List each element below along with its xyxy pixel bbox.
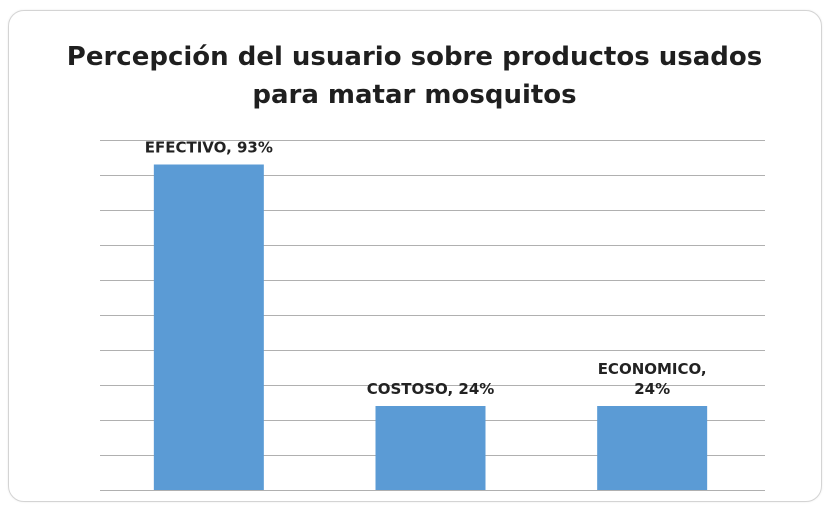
bar-efectivo bbox=[153, 164, 264, 490]
chart-title-line-2: para matar mosquitos bbox=[252, 80, 577, 110]
chart-title: Percepción del usuario sobre productos u… bbox=[0, 38, 829, 114]
chart-title-line-1: Percepción del usuario sobre productos u… bbox=[66, 42, 763, 72]
data-label-economico: ECONOMICO, bbox=[598, 360, 707, 378]
data-label-efectivo: EFECTIVO, 93% bbox=[145, 139, 273, 157]
bar-costoso bbox=[375, 406, 486, 490]
bar-economico bbox=[597, 406, 708, 490]
data-label-costoso: COSTOSO, 24% bbox=[367, 380, 495, 398]
data-label-economico: 24% bbox=[634, 380, 670, 398]
